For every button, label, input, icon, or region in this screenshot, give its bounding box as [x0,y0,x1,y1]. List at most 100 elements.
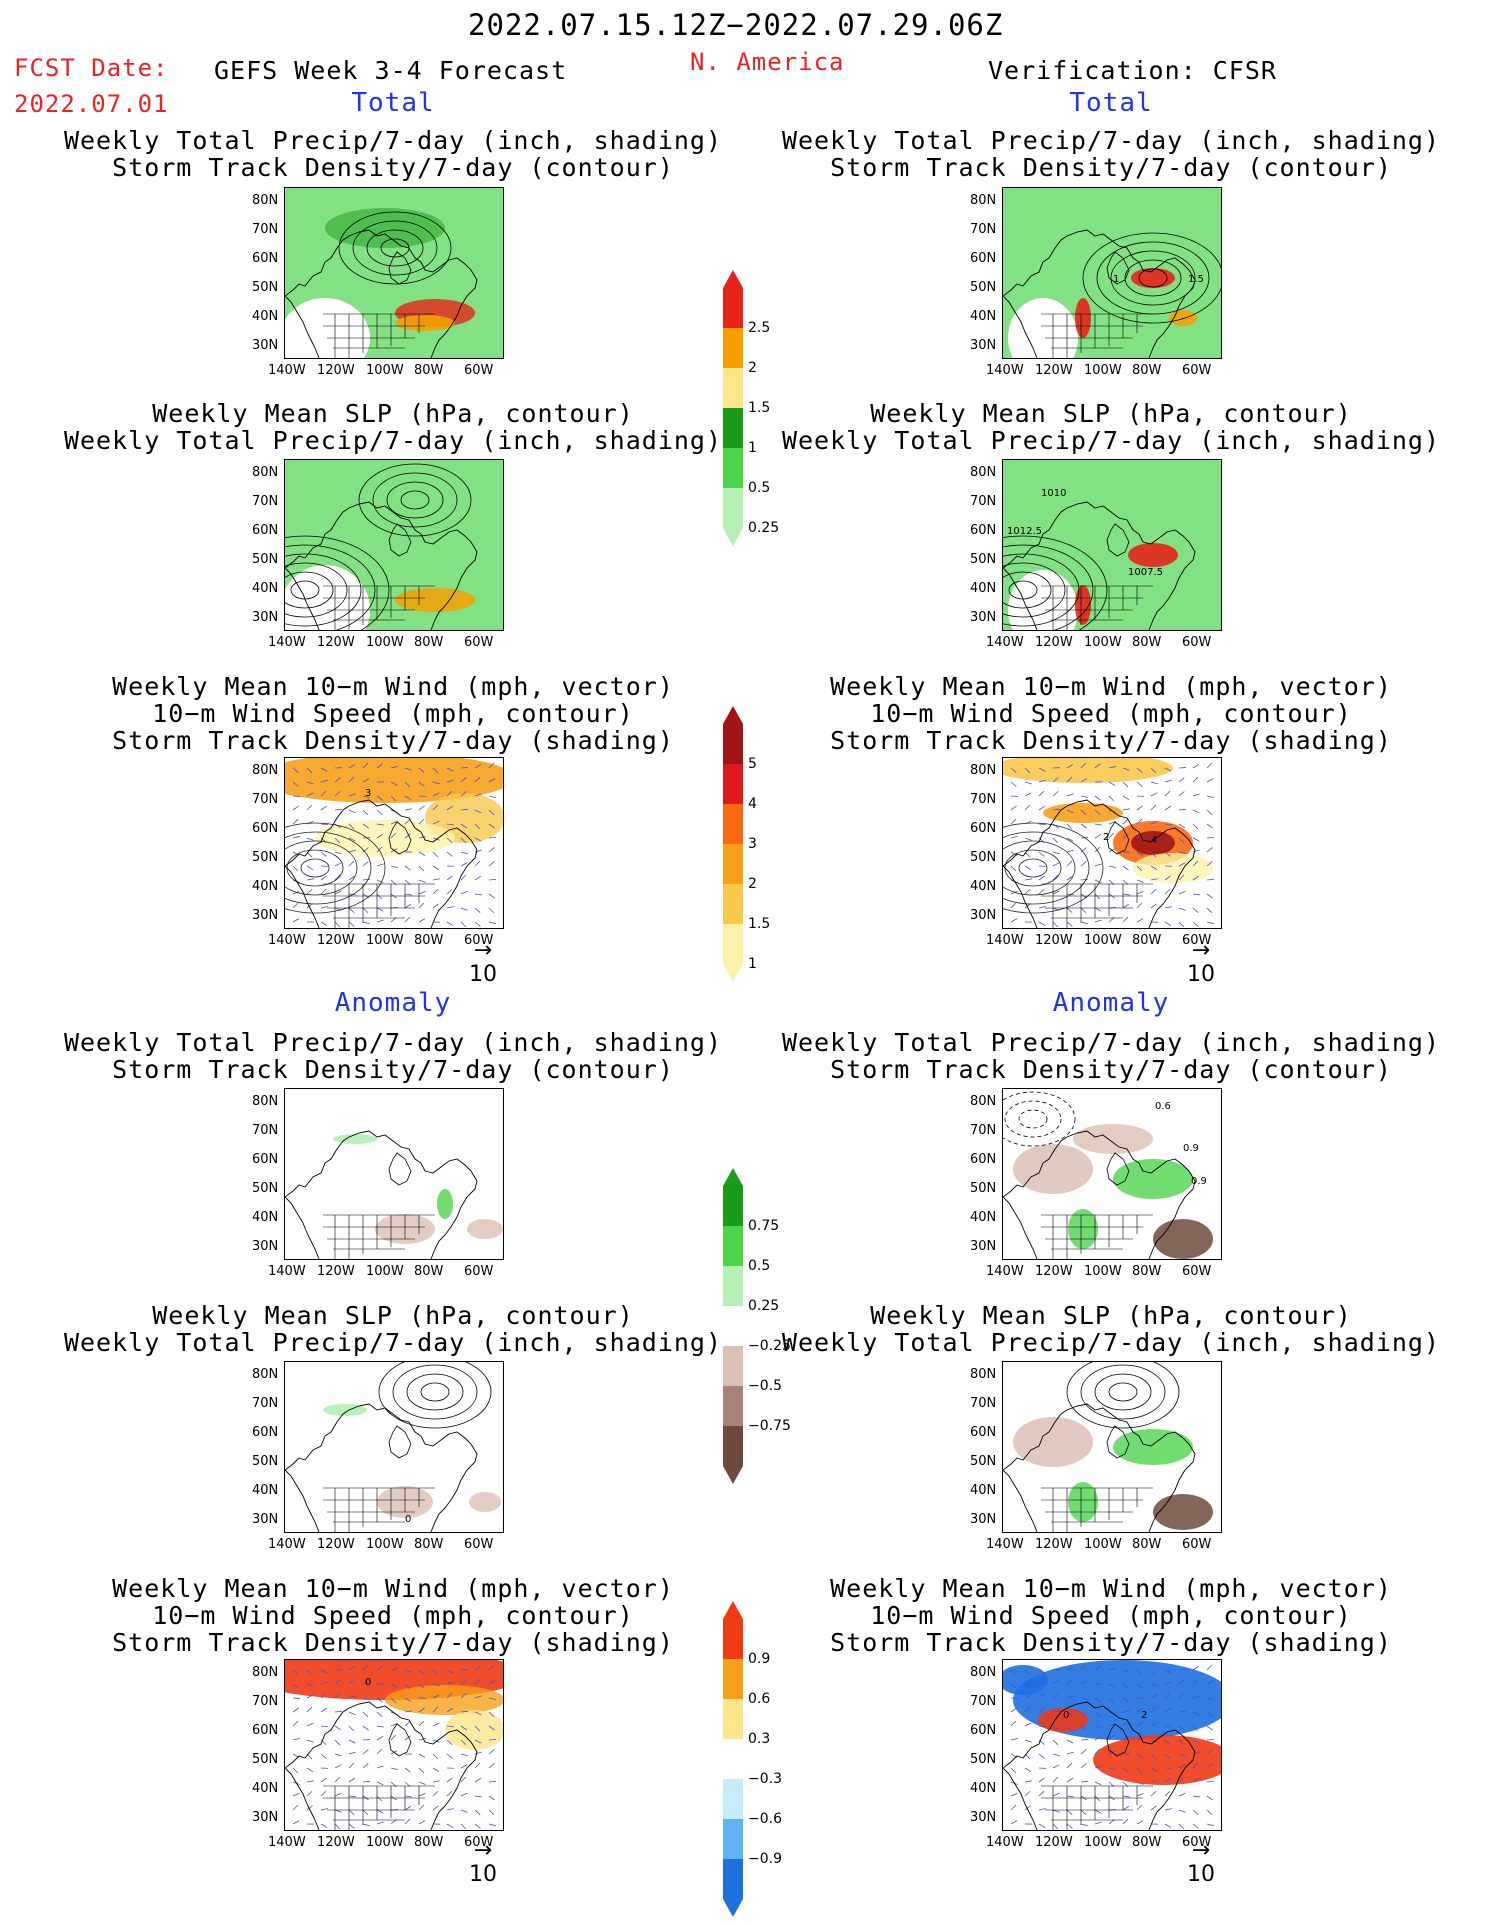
wind-vector [320,1790,327,1797]
section-total-left: Total [351,88,435,118]
wind-vector [1136,836,1144,839]
wind-vector [404,808,412,811]
wind-vector [1206,1697,1214,1700]
wind-vector [460,1823,467,1830]
wind-vector [348,849,356,853]
wind-vector [1122,818,1129,825]
colorbar-label: 1 [748,440,757,456]
wind-vector [488,1739,497,1741]
wind-vector [488,1725,495,1731]
verification-label: Verification: CFSR [988,56,1277,85]
wind-vector [1164,1681,1172,1685]
wind-vector [376,1748,383,1755]
map-fcst-anom-precip [284,1088,504,1260]
wind-vector [292,891,300,895]
colorbar-segment [723,1779,743,1819]
wind-vector [460,874,467,881]
lat-tick-label: 80N [252,763,279,778]
wind-vector [362,778,370,783]
wind-vector [1024,1780,1032,1783]
wind-vector [1122,1805,1130,1811]
wind-vector [488,762,495,769]
lat-tick-label: 70N [970,494,997,509]
wind-vector [446,921,454,926]
colorbar-label: 5 [748,756,757,772]
colorbar-precip-anom [722,1168,744,1488]
lat-tick-label: 60N [252,821,279,836]
wind-vector [1010,1767,1017,1774]
lon-tick-label: 140W [986,1264,1024,1279]
panel-title-fcst-total-wind: Weekly Mean 10−m Wind (mph, vector) 10−m… [33,673,753,754]
wind-vector [1164,1725,1172,1728]
wind-vector [418,902,425,909]
wind-vector [1052,791,1059,797]
wind-vector [1010,1720,1017,1727]
wind-vector [1192,823,1199,830]
wind-vector [348,907,355,913]
lon-tick-label: 120W [1035,933,1073,948]
slp-contour [386,481,444,519]
slp-contour [285,553,362,627]
wind-vector [1038,1777,1045,1783]
wind-vector [1178,1679,1185,1685]
wind-vector [1080,921,1088,925]
wind-vector [1094,1748,1101,1755]
wind-vector [432,851,439,858]
wind-vector [474,1725,481,1732]
coastline [1003,229,1196,358]
wind-vector [1192,1777,1200,1783]
wind-vector [1122,1720,1129,1727]
wind-vector [488,1697,496,1700]
wind-vector [1010,1738,1018,1741]
wind-vector [306,1790,313,1797]
contour-label: 0 [405,1514,411,1525]
panel-title-line: Weekly Mean 10−m Wind (mph, vector) [830,672,1392,701]
precip-anom [1073,1124,1153,1154]
storm-contour [1004,1100,1062,1138]
lat-tick-label: 30N [970,610,997,625]
wind-vector [1136,781,1143,787]
wind-vector [432,1780,440,1783]
contour-label: 4 [1151,835,1157,846]
coastline [285,799,478,928]
colorbar-cap [723,1601,743,1619]
coastline [1003,567,1038,630]
colorbar-storm-total [722,706,744,986]
wind-vector [348,1695,356,1699]
wind-vector [432,804,439,811]
colorbar-label: 2 [748,876,757,892]
storm-anom [1038,1708,1088,1732]
wind-vector [1038,1692,1045,1699]
wind-vector [292,1793,300,1797]
slp-contour [285,571,334,609]
wind-vector [1010,891,1018,895]
wind-vector [1038,805,1046,811]
wind-vector [1136,1707,1143,1713]
wind-vector [460,823,467,829]
wind-vector [1024,903,1031,909]
wind-vector [1080,1725,1087,1731]
wind-vector [348,1751,356,1755]
wind-vector [320,1681,328,1685]
wind-vector [390,795,397,802]
storm-contour [1138,268,1168,288]
lat-tick-label: 70N [252,792,279,807]
wind-vector [1052,1792,1060,1797]
wind-vector [320,888,327,895]
storm-contour [352,220,438,276]
lon-tick-label: 140W [268,1264,306,1279]
wind-vector [320,1808,328,1811]
date-range-title: 2022.07.15.12Z−2022.07.29.06Z [468,8,1004,42]
wind-vector [1192,793,1200,797]
contour-label: 3 [365,788,371,799]
lat-tick-label: 30N [970,338,997,353]
wind-vector [1066,837,1074,842]
section-anomaly-right: Anomaly [1052,988,1170,1018]
wind-vector [1192,1739,1200,1744]
wind-vector [1206,1809,1213,1816]
colorbar-label: 2.5 [748,320,771,336]
wind-vector [1066,1777,1074,1783]
wind-vector [1206,893,1213,899]
wind-vector [1150,1767,1158,1772]
colorbar-label: 1 [748,956,757,972]
